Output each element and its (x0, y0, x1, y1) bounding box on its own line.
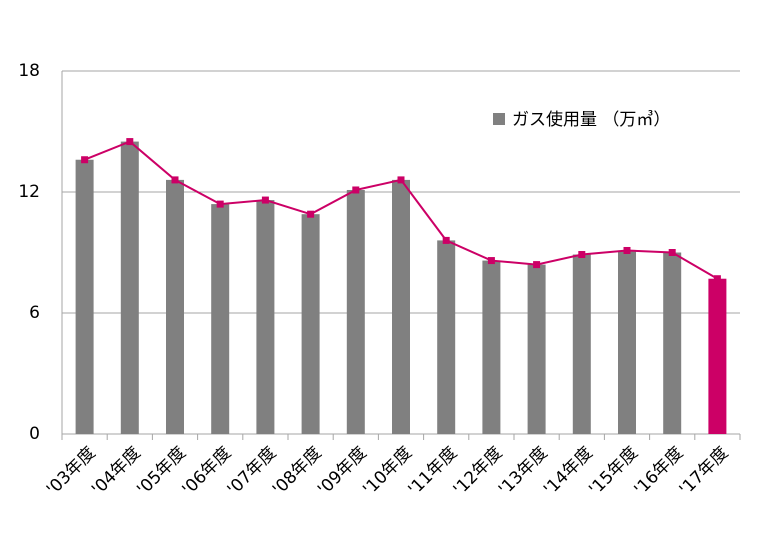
x-tick-label: '10年度 (359, 443, 416, 500)
bar (120, 141, 139, 435)
line-marker (261, 196, 269, 204)
legend-label: ガス使用量 （万㎥） (512, 109, 670, 130)
x-tick-label: '11年度 (404, 443, 461, 500)
line-marker (397, 176, 405, 184)
line-marker (668, 249, 676, 256)
line-marker (623, 246, 631, 254)
x-tick-label: '14年度 (540, 443, 597, 500)
bar (708, 278, 727, 434)
x-tick-label: '12年度 (450, 443, 507, 500)
y-tick-label: 0 (29, 424, 40, 444)
x-tick-label: '09年度 (314, 443, 371, 500)
bar (166, 179, 184, 434)
line-marker (578, 251, 586, 259)
bar (572, 254, 591, 434)
line-marker (216, 200, 224, 208)
x-tick-label: '13年度 (495, 443, 552, 500)
line-marker (81, 156, 89, 164)
line-marker (126, 138, 134, 146)
line-marker (442, 236, 450, 244)
bar (527, 264, 546, 434)
bar (618, 250, 636, 434)
x-tick-label: '06年度 (178, 443, 235, 500)
x-tick-label: '15年度 (585, 443, 642, 500)
line-marker (713, 275, 721, 283)
x-tick-label: '07年度 (224, 443, 281, 500)
x-tick-label: '03年度 (43, 443, 100, 500)
bar (392, 179, 410, 434)
bar (211, 204, 230, 434)
line-marker (307, 210, 315, 218)
line-marker (533, 261, 541, 269)
x-tick-label: '08年度 (269, 443, 326, 500)
line-marker (352, 186, 360, 194)
x-tick-label: '17年度 (676, 443, 733, 500)
y-tick-label: 6 (29, 303, 40, 323)
bar (663, 252, 682, 434)
bar (301, 214, 320, 434)
y-tick-label: 18 (18, 61, 40, 81)
x-tick-label: '16年度 (630, 443, 687, 500)
bar (437, 240, 456, 434)
bar (75, 159, 94, 434)
bar (482, 260, 501, 434)
y-tick-label: 12 (18, 182, 40, 202)
x-tick-label: '05年度 (133, 443, 190, 500)
bar (256, 200, 275, 434)
x-tick-label: '04年度 (88, 443, 145, 500)
line-marker (487, 257, 495, 265)
bar (346, 189, 365, 434)
legend-swatch (493, 113, 505, 125)
line-marker (171, 176, 179, 184)
